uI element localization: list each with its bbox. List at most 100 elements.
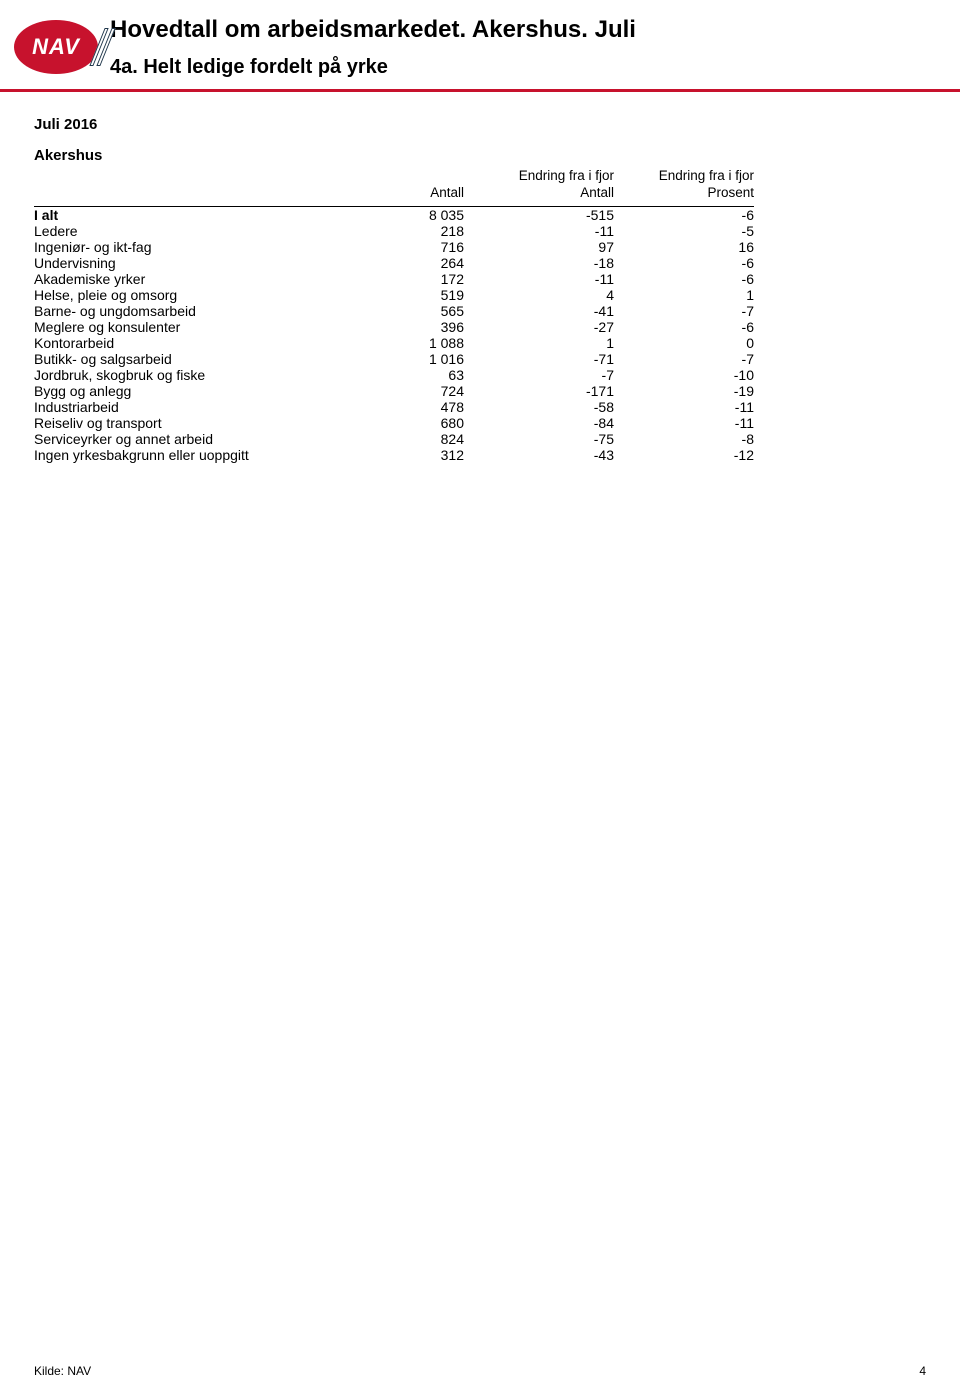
row-value: -6 (614, 271, 754, 287)
row-value: 824 (344, 431, 464, 447)
table-row: Ledere218-11-5 (34, 223, 754, 239)
row-value: 680 (344, 415, 464, 431)
row-value: -515 (464, 206, 614, 223)
table-row: Reiseliv og transport680-84-11 (34, 415, 754, 431)
table-body: I alt8 035-515-6Ledere218-11-5Ingeniør- … (34, 206, 754, 463)
row-value: 0 (614, 335, 754, 351)
col-header-antall-lower: Antall (344, 185, 464, 202)
col-header-endring-antall-lower: Antall (464, 185, 614, 202)
row-value: -18 (464, 255, 614, 271)
row-value: 1 088 (344, 335, 464, 351)
row-value: -171 (464, 383, 614, 399)
row-value: -11 (614, 415, 754, 431)
table-row: Ingeniør- og ikt-fag7169716 (34, 239, 754, 255)
row-value: -41 (464, 303, 614, 319)
row-value: 264 (344, 255, 464, 271)
row-value: -5 (614, 223, 754, 239)
row-value: -71 (464, 351, 614, 367)
row-value: 716 (344, 239, 464, 255)
row-value: -7 (614, 303, 754, 319)
row-label: Barne- og ungdomsarbeid (34, 303, 344, 319)
table-row: Undervisning264-18-6 (34, 255, 754, 271)
table-row: Serviceyrker og annet arbeid824-75-8 (34, 431, 754, 447)
row-value: -6 (614, 255, 754, 271)
col-header-endring-antall-upper: Endring fra i fjor (464, 168, 614, 185)
row-value: 16 (614, 239, 754, 255)
footer-source: Kilde: NAV (34, 1364, 91, 1378)
row-label: Serviceyrker og annet arbeid (34, 431, 344, 447)
row-label: Ingen yrkesbakgrunn eller uoppgitt (34, 447, 344, 463)
row-label: Bygg og anlegg (34, 383, 344, 399)
table-row: Akademiske yrker172-11-6 (34, 271, 754, 287)
table-row: Barne- og ungdomsarbeid565-41-7 (34, 303, 754, 319)
row-label: I alt (34, 206, 344, 223)
col-header-endring-prosent-upper: Endring fra i fjor (614, 168, 754, 185)
table-row: Ingen yrkesbakgrunn eller uoppgitt312-43… (34, 447, 754, 463)
table-row: Bygg og anlegg724-171-19 (34, 383, 754, 399)
row-value: 724 (344, 383, 464, 399)
row-value: -6 (614, 319, 754, 335)
row-value: -11 (464, 223, 614, 239)
row-label: Helse, pleie og omsorg (34, 287, 344, 303)
logo-wrap: NAV (0, 14, 110, 74)
table-row: Meglere og konsulenter396-27-6 (34, 319, 754, 335)
page-header: NAV Hovedtall om arbeidsmarkedet. Akersh… (0, 0, 960, 79)
row-value: -11 (464, 271, 614, 287)
row-value: 1 016 (344, 351, 464, 367)
data-table: Antall Endring fra i fjor Antall Endring… (34, 168, 754, 463)
row-label: Meglere og konsulenter (34, 319, 344, 335)
row-value: 1 (464, 335, 614, 351)
row-value: 97 (464, 239, 614, 255)
row-value: 8 035 (344, 206, 464, 223)
row-value: 1 (614, 287, 754, 303)
row-value: 218 (344, 223, 464, 239)
row-value: -12 (614, 447, 754, 463)
row-value: -58 (464, 399, 614, 415)
table-row: Industriarbeid478-58-11 (34, 399, 754, 415)
row-value: -6 (614, 206, 754, 223)
row-label: Ingeniør- og ikt-fag (34, 239, 344, 255)
col-header-antall: Antall (344, 168, 464, 206)
page-title: Hovedtall om arbeidsmarkedet. Akershus. … (110, 16, 960, 44)
row-label: Reiseliv og transport (34, 415, 344, 431)
page-footer: Kilde: NAV 4 (34, 1364, 926, 1378)
col-header-label (34, 168, 344, 206)
page-subtitle: 4a. Helt ledige fordelt på yrke (110, 56, 960, 79)
row-value: 312 (344, 447, 464, 463)
row-label: Butikk- og salgsarbeid (34, 351, 344, 367)
row-value: 519 (344, 287, 464, 303)
table-row: Jordbruk, skogbruk og fiske63-7-10 (34, 367, 754, 383)
nav-logo-text: NAV (32, 34, 80, 60)
period-label: Juli 2016 (34, 116, 926, 133)
titles: Hovedtall om arbeidsmarkedet. Akershus. … (110, 14, 960, 79)
row-label: Jordbruk, skogbruk og fiske (34, 367, 344, 383)
row-value: -27 (464, 319, 614, 335)
row-value: 4 (464, 287, 614, 303)
table-row: Butikk- og salgsarbeid1 016-71-7 (34, 351, 754, 367)
col-header-endring-prosent: Endring fra i fjor Prosent (614, 168, 754, 206)
page: NAV Hovedtall om arbeidsmarkedet. Akersh… (0, 0, 960, 1396)
row-value: 396 (344, 319, 464, 335)
row-value: 478 (344, 399, 464, 415)
table-row: Kontorarbeid1 08810 (34, 335, 754, 351)
col-header-endring-antall: Endring fra i fjor Antall (464, 168, 614, 206)
row-value: -84 (464, 415, 614, 431)
row-value: 172 (344, 271, 464, 287)
footer-page-number: 4 (919, 1364, 926, 1378)
row-label: Kontorarbeid (34, 335, 344, 351)
row-label: Industriarbeid (34, 399, 344, 415)
logo-slashes-icon (97, 28, 108, 66)
row-value: -19 (614, 383, 754, 399)
row-value: -8 (614, 431, 754, 447)
table-header: Antall Endring fra i fjor Antall Endring… (34, 168, 754, 206)
row-value: 565 (344, 303, 464, 319)
row-label: Akademiske yrker (34, 271, 344, 287)
row-value: -7 (464, 367, 614, 383)
region-label: Akershus (34, 147, 926, 164)
row-label: Ledere (34, 223, 344, 239)
row-value: -75 (464, 431, 614, 447)
col-header-endring-prosent-lower: Prosent (614, 185, 754, 202)
table-row: Helse, pleie og omsorg51941 (34, 287, 754, 303)
row-value: -10 (614, 367, 754, 383)
content: Juli 2016 Akershus Antall Endring fra i … (0, 92, 960, 463)
